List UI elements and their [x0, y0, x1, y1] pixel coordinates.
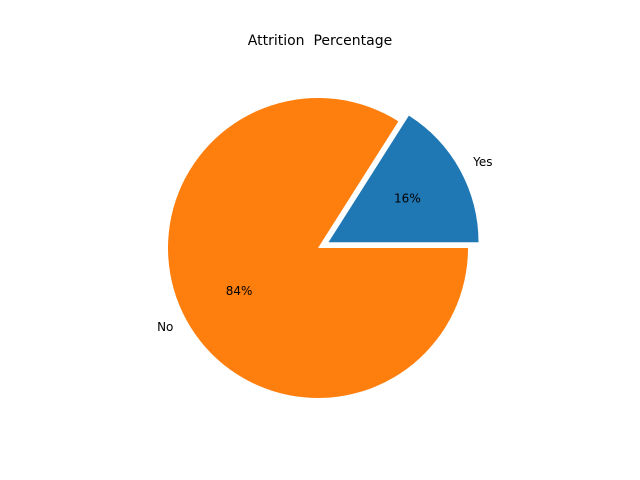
chart-title: Attrition Percentage [247, 33, 393, 49]
slice-pct-no: 84% [226, 284, 253, 298]
slice-label-yes: Yes [472, 155, 492, 169]
slice-label-no: No [157, 320, 173, 334]
slice-pct-yes: 16% [394, 191, 421, 205]
pie-slice-no [168, 98, 468, 399]
pie-slice-yes [328, 115, 479, 243]
